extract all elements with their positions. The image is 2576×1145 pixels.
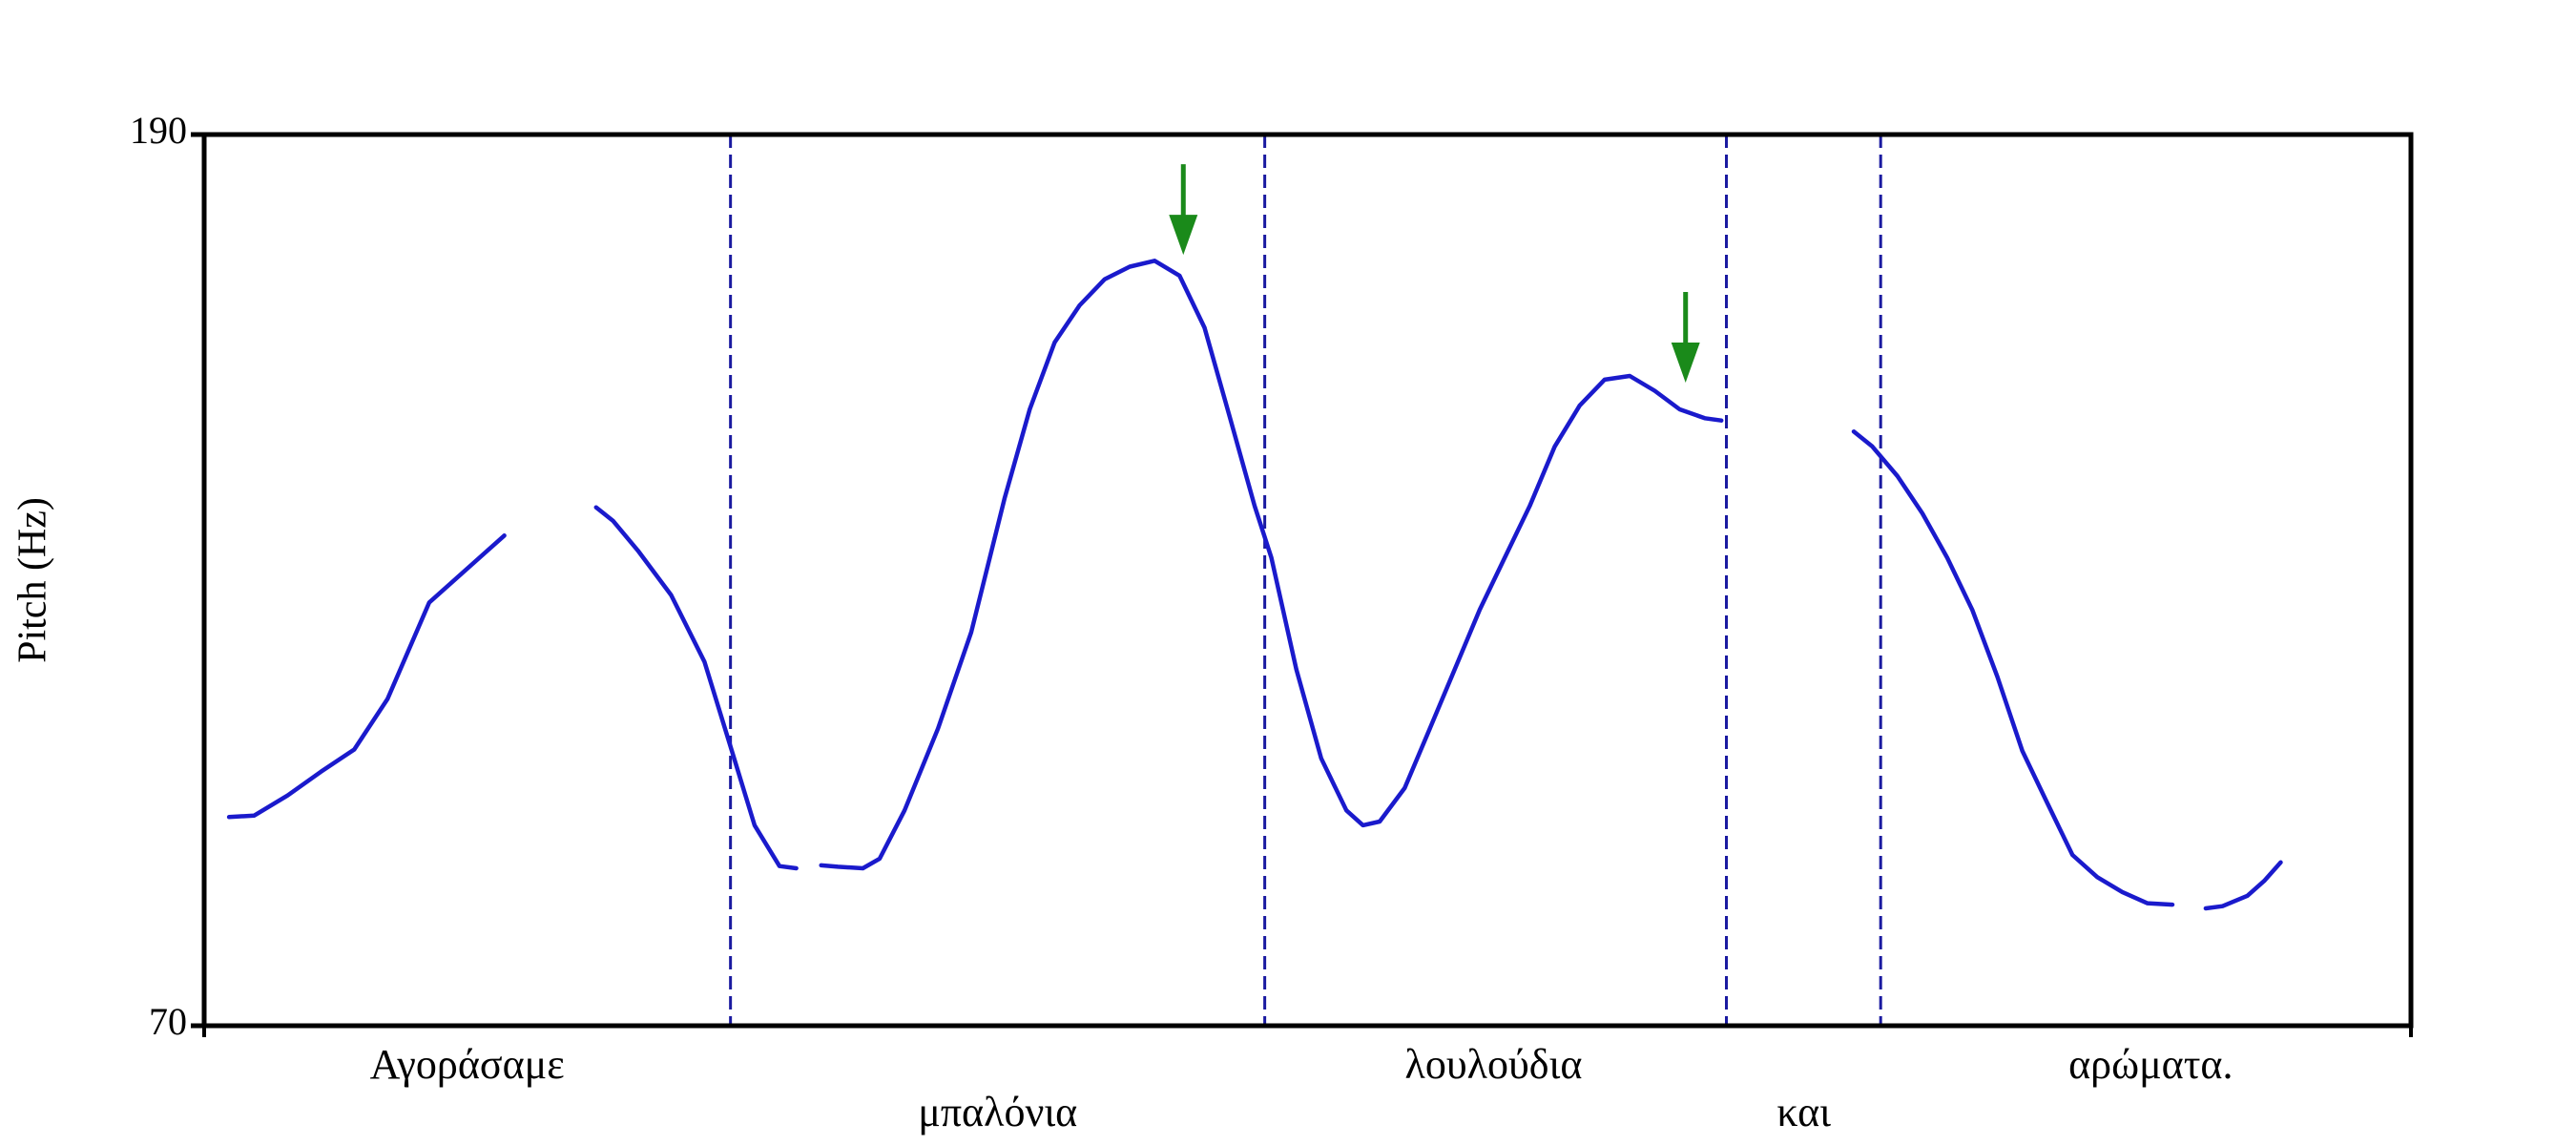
- pitch-segment-1: [226, 533, 507, 820]
- word-label-5: αρώματα.: [2068, 1041, 2233, 1088]
- y-axis-ticks: [191, 132, 2413, 1037]
- peak-arrow-2: [1671, 292, 1700, 383]
- peak-arrow-head: [1169, 215, 1198, 256]
- word-labels: Αγοράσαμε μπαλόνια λουλούδια και αρώματα.: [370, 1041, 2233, 1135]
- pitch-contour: [226, 259, 2283, 911]
- plot-frame: [201, 132, 2414, 1029]
- pitch-segment-4: [1851, 429, 2175, 907]
- y-tick-label-max: 190: [130, 109, 187, 152]
- word-label-3: λουλούδια: [1405, 1041, 1583, 1088]
- word-label-2: μπαλόνια: [918, 1089, 1077, 1135]
- pitch-segment-2: [593, 505, 799, 871]
- pitch-segment-5: [2203, 860, 2283, 911]
- y-axis-title: Pitch (Hz): [11, 497, 55, 663]
- word-boundaries: [729, 135, 1882, 1026]
- word-label-1: Αγοράσαμε: [370, 1041, 565, 1088]
- peak-arrow-head: [1671, 342, 1700, 383]
- peak-markers: [1169, 164, 1700, 383]
- pitch-segment-3: [819, 259, 1724, 871]
- word-label-4: και: [1776, 1089, 1831, 1135]
- peak-arrow-1: [1169, 164, 1198, 256]
- y-tick-label-min: 70: [149, 1000, 187, 1043]
